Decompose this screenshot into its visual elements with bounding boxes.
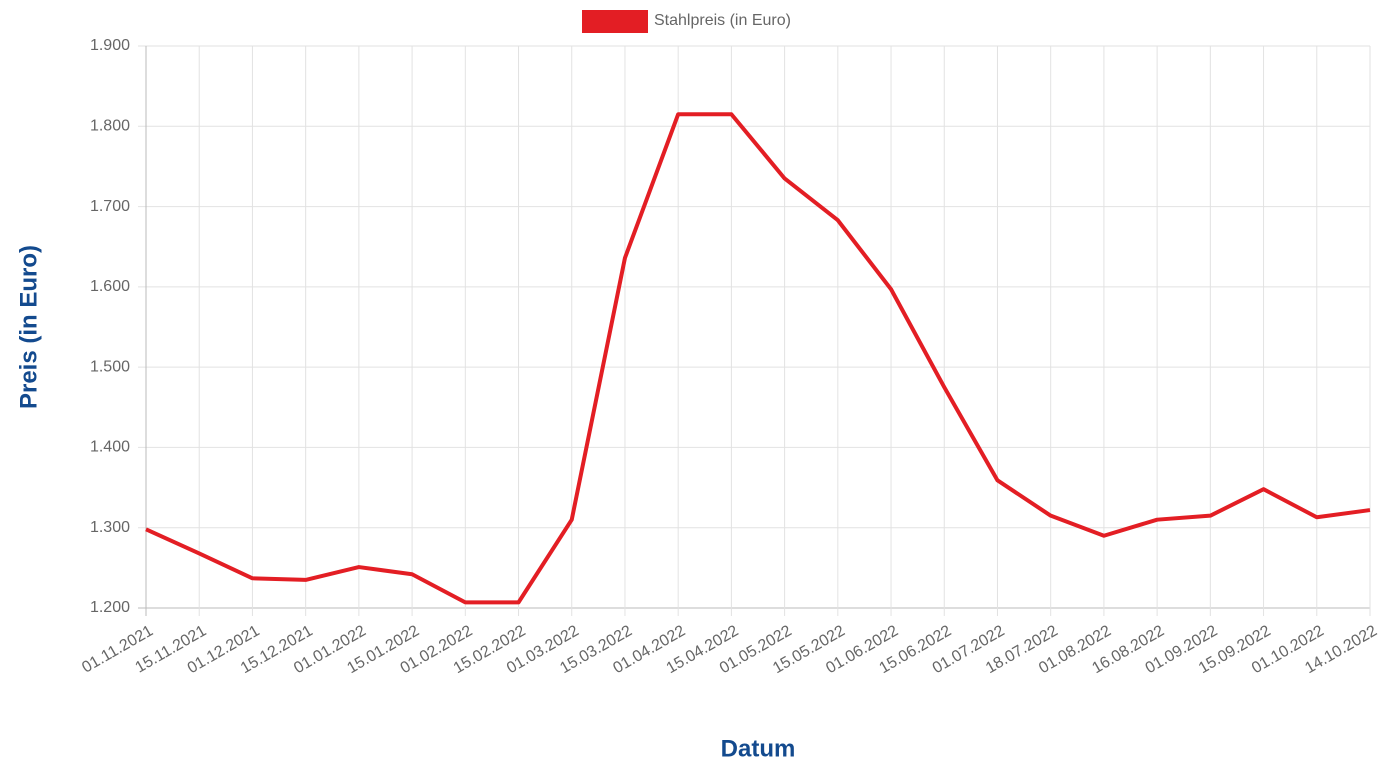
y-tick-label: 1.500 xyxy=(90,358,130,375)
y-tick-label: 1.800 xyxy=(90,118,130,135)
y-tick-label: 1.300 xyxy=(90,519,130,536)
y-axis-title: Preis (in Euro) xyxy=(15,245,42,409)
y-tick-label: 1.400 xyxy=(90,439,130,456)
y-tick-label: 1.900 xyxy=(90,37,130,54)
y-tick-label: 1.700 xyxy=(90,198,130,215)
y-tick-label: 1.200 xyxy=(90,599,130,616)
y-tick-label: 1.600 xyxy=(90,278,130,295)
legend-swatch xyxy=(582,10,648,33)
line-series xyxy=(145,112,1371,605)
x-axis-title: Datum xyxy=(721,735,796,762)
legend-label: Stahlpreis (in Euro) xyxy=(654,12,791,29)
